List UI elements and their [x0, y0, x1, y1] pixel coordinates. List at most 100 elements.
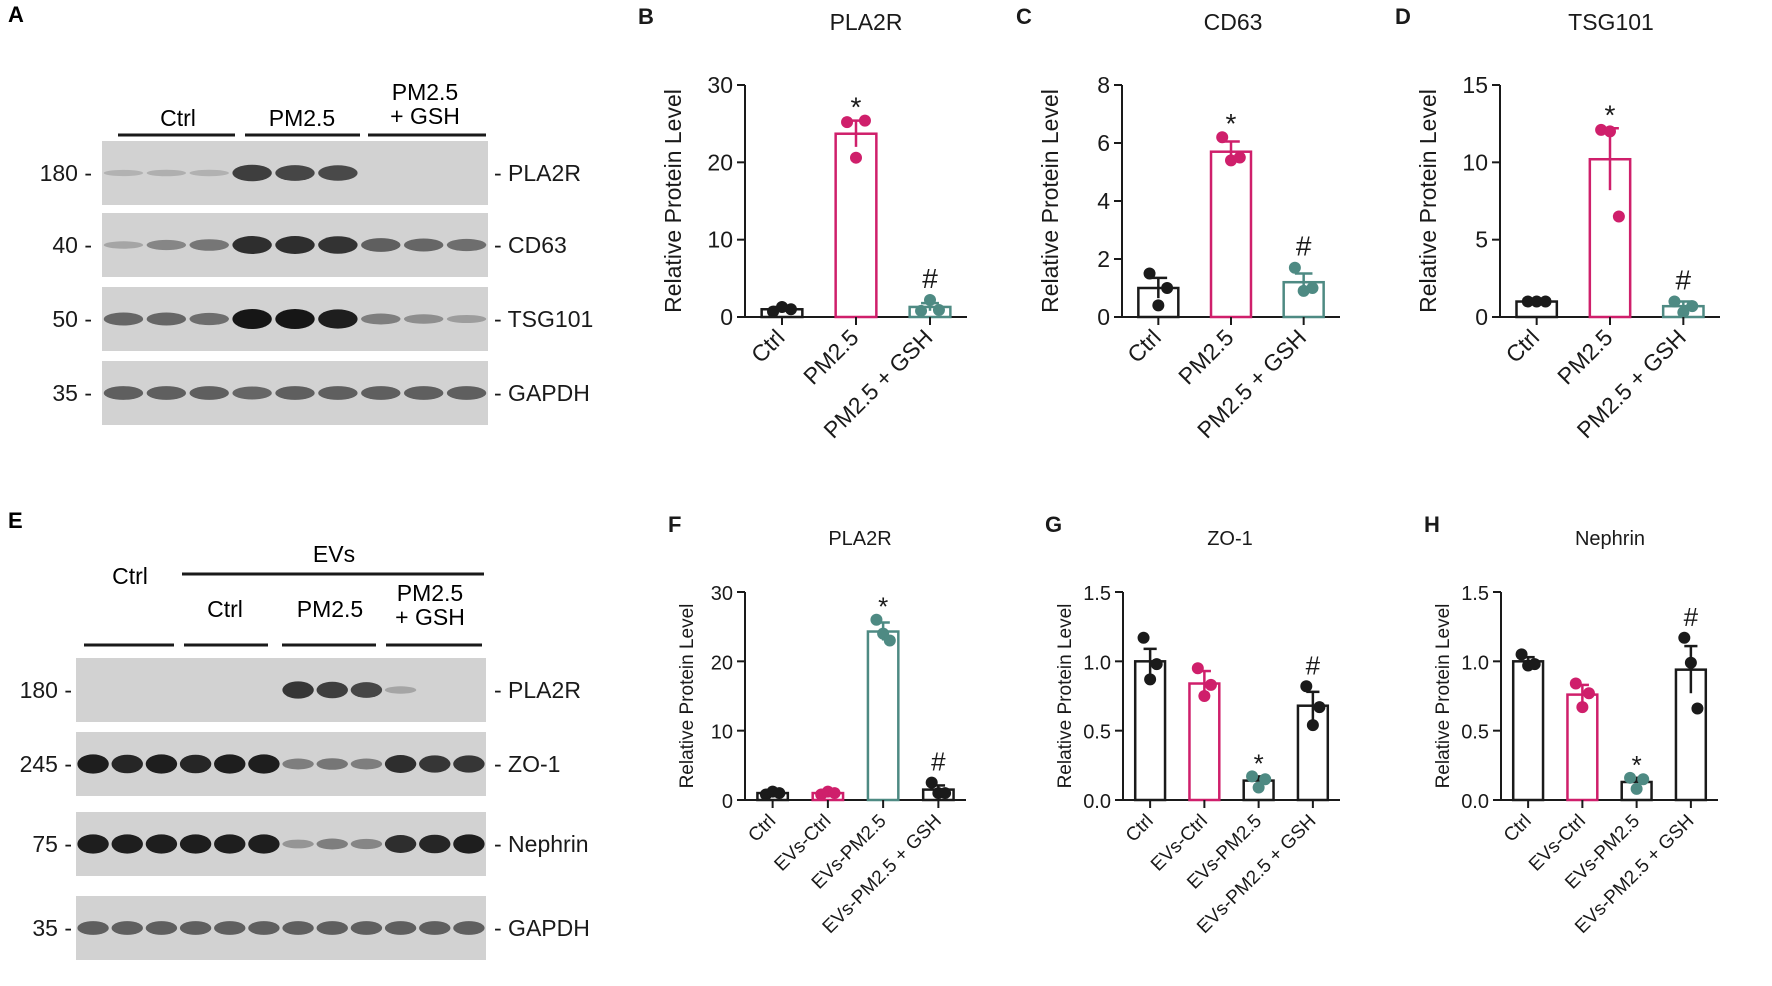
- blot-band: [232, 164, 272, 182]
- chart-b: B PLA2R 0 10 20 30 Relative Protein Level Ctrl *…: [638, 4, 967, 443]
- significance-marker: *: [1605, 99, 1616, 130]
- data-point: [915, 304, 928, 317]
- blot-row-cd63: 40 - - CD63: [52, 213, 567, 277]
- blot-band: [145, 921, 178, 935]
- blot-band: [189, 312, 229, 326]
- blot-band: [419, 834, 451, 854]
- bar: [1209, 150, 1253, 319]
- blot-band: [189, 169, 229, 177]
- y-tick-label: 10: [711, 722, 733, 744]
- panel-letter: B: [638, 4, 654, 29]
- y-tick-label: 15: [1462, 72, 1488, 98]
- blot-band: [111, 921, 143, 935]
- y-axis-label: Relative Protein Level: [1433, 604, 1454, 789]
- molecular-weight-label: 75 -: [32, 831, 72, 857]
- blot-band: [111, 754, 143, 774]
- data-point: [1684, 656, 1697, 669]
- data-point: [1233, 151, 1246, 164]
- blot-row-pla2r: 180 - - PLA2R: [40, 141, 581, 205]
- significance-marker: *: [878, 592, 888, 622]
- blot-band: [282, 921, 314, 935]
- y-axis-label: Relative Protein Level: [1037, 89, 1063, 313]
- significance-marker: *: [851, 92, 862, 123]
- protein-label: - Nephrin: [494, 831, 589, 857]
- x-tick-label: PM2.5: [1552, 324, 1617, 389]
- molecular-weight-label: 180 -: [20, 677, 72, 703]
- x-tick-label: Ctrl: [1122, 811, 1158, 847]
- chart-title: ZO-1: [1207, 528, 1253, 550]
- data-point: [1612, 210, 1625, 223]
- y-tick-label: 10: [1462, 149, 1488, 175]
- blot-band: [275, 309, 315, 329]
- y-tick-label: 4: [1097, 188, 1110, 214]
- data-point: [1637, 773, 1650, 786]
- blot-band: [248, 754, 280, 774]
- protein-label: - TSG101: [494, 306, 593, 332]
- data-point: [1582, 687, 1595, 700]
- blot-band: [77, 834, 109, 854]
- y-tick-label: 20: [711, 652, 733, 674]
- blot-row-nephrin: 75 - - Nephrin: [32, 812, 589, 876]
- blot-band: [350, 758, 383, 770]
- y-axis-label: Relative Protein Level: [660, 89, 686, 313]
- blot-band: [419, 755, 451, 773]
- data-point: [1288, 261, 1301, 274]
- y-tick-label: 1.0: [1083, 652, 1111, 674]
- protein-label: - GAPDH: [494, 380, 590, 406]
- blot-band: [282, 681, 314, 699]
- blot-band: [350, 838, 383, 850]
- blot-band: [453, 755, 485, 773]
- blot-band: [248, 834, 280, 854]
- blot-row-pla2r: 180 - - PLA2R: [20, 658, 581, 722]
- blot-band: [282, 839, 314, 849]
- x-tick-label: Ctrl: [746, 324, 790, 368]
- blot-row-gapdh: 35 - - GAPDH: [32, 896, 590, 960]
- blot-band: [214, 921, 246, 935]
- data-point: [1143, 267, 1156, 280]
- panel-letter: G: [1045, 512, 1062, 537]
- y-tick-label: 5: [1475, 227, 1488, 253]
- blot-band: [361, 386, 401, 400]
- data-point: [767, 305, 780, 318]
- data-point: [1515, 648, 1528, 661]
- blot-band: [214, 834, 246, 854]
- molecular-weight-label: 40 -: [52, 232, 92, 258]
- blot-band: [145, 754, 178, 774]
- chart-d: D TSG101 0 5 10 15 Relative Protein Level Ctrl *…: [1395, 4, 1720, 443]
- blot-band: [318, 309, 358, 329]
- data-point: [828, 787, 841, 800]
- blot-band: [179, 754, 212, 774]
- blot-membrane: [76, 812, 486, 876]
- data-point: [1313, 701, 1326, 714]
- blot-band: [384, 686, 417, 694]
- data-point: [1595, 123, 1608, 136]
- y-tick-label: 30: [707, 72, 733, 98]
- blot-band: [361, 313, 401, 325]
- bar: [1511, 660, 1545, 802]
- blot-band: [403, 314, 444, 324]
- data-point: [773, 787, 786, 800]
- blot-band: [318, 165, 358, 181]
- data-point: [1521, 295, 1534, 308]
- group-label-ev-pm25: PM2.5: [297, 596, 363, 622]
- data-point: [1576, 701, 1589, 714]
- blot-band: [446, 238, 487, 252]
- protein-label: - CD63: [494, 232, 567, 258]
- blot-rows: 180 - - PLA2R 245 - - ZO-1 75 - - Nephrin 35 -…: [20, 658, 590, 960]
- blot-row-zo-1: 245 - - ZO-1: [20, 732, 560, 796]
- group-label-pm25-gsh: PM2.5 + GSH: [390, 79, 460, 129]
- blot-band: [350, 682, 383, 698]
- data-point: [1204, 678, 1217, 691]
- data-point: [1161, 282, 1174, 294]
- y-tick-label: 1.5: [1083, 583, 1111, 605]
- chart-title: PLA2R: [830, 9, 903, 35]
- blot-panel-e: E Ctrl EVs Ctrl PM2.5 PM2.5 + GSH 180 - - …: [8, 508, 590, 960]
- y-tick-label: 30: [711, 583, 733, 605]
- significance-marker: #: [922, 263, 938, 294]
- data-point: [1216, 131, 1229, 144]
- data-point: [932, 304, 945, 317]
- y-tick-label: 6: [1097, 130, 1110, 156]
- blot-band: [103, 241, 144, 249]
- blot-band: [146, 312, 187, 326]
- bar: [866, 630, 900, 802]
